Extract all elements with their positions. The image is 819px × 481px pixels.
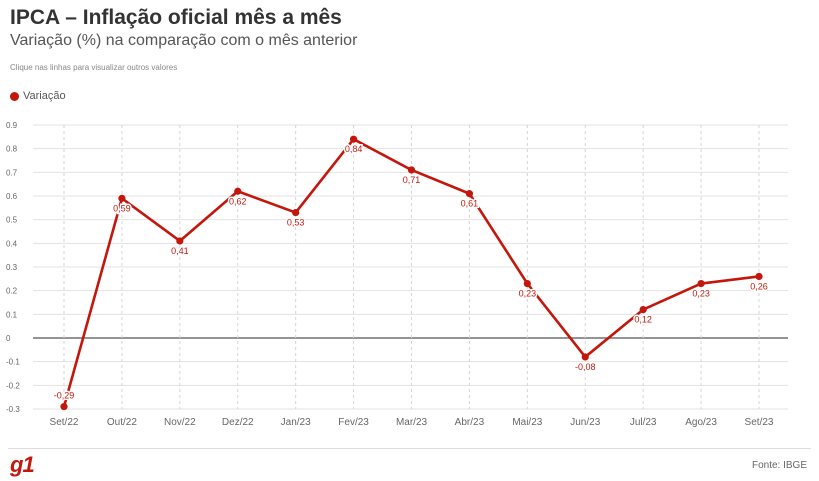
y-tick-label: 0.8 [6,145,18,154]
data-label: 0,23 [519,289,537,299]
data-point[interactable] [523,279,531,288]
data-point[interactable] [639,306,647,314]
legend-label: Variação [23,90,66,102]
x-tick-label: Set/22 [50,417,79,428]
data-point[interactable] [697,279,705,288]
y-tick-label: 0.3 [6,263,18,272]
y-tick-label: 0.9 [6,121,18,130]
y-tick-label: -0.3 [6,405,20,414]
data-label: -0,29 [54,391,75,401]
x-tick-label: Fev/23 [338,417,369,428]
grid-layer [33,124,788,410]
y-tick-label: 0.5 [6,216,18,225]
axis-layer: -0.3 -0.2 -0.1 0 0.1 0.2 0.3 0.4 0.5 0.6 0.7 0.8 0.9… [6,121,774,428]
data-label: 0,53 [287,218,305,228]
data-label: 0,71 [403,175,421,185]
footer-divider [8,448,811,449]
y-tick-label: 0.7 [6,168,18,177]
data-label: 0,61 [461,199,479,209]
y-tick-label: 0.2 [6,287,18,296]
data-point[interactable] [292,208,300,217]
y-tick-label: -0.1 [6,358,20,367]
chart-hint: Clique nas linhas para visualizar outros… [10,63,178,72]
x-tick-label: Nov/22 [164,417,196,428]
data-label: 0,62 [229,196,247,206]
x-tick-label: Out/22 [107,417,137,428]
data-point[interactable] [581,353,589,361]
data-label-layer: -0,29 0,59 0,41 0,62 0,53 0,84 0,71 0,61 0,23 -0,… [52,143,769,402]
y-tick-label: 0.6 [6,192,18,201]
x-tick-label: Dez/22 [222,417,254,428]
x-tick-label: Mai/23 [512,417,542,428]
data-point[interactable] [349,135,358,143]
data-label: 0,26 [750,281,768,291]
data-point[interactable] [755,272,763,281]
legend-marker-icon [10,91,19,101]
source-note: Fonte: IBGE [751,460,807,471]
data-label: 0,84 [345,144,363,154]
data-label: 0,59 [113,203,131,213]
data-point[interactable] [60,403,68,411]
data-label: 0,12 [634,315,652,325]
x-tick-label: Abr/23 [455,417,485,428]
chart-subtitle: Variação (%) na comparação com o mês ant… [10,32,358,49]
x-tick-label: Jan/23 [281,417,311,428]
x-tick-label: Ago/23 [685,417,717,428]
y-tick-label: 0.4 [6,239,18,248]
x-tick-label: Jun/23 [570,417,600,428]
y-tick-label: 0 [6,334,11,343]
series-layer[interactable] [60,135,763,411]
data-point[interactable] [234,187,242,195]
legend-item-variacao[interactable]: Variação [10,90,66,102]
data-label: 0,41 [171,246,189,256]
data-point[interactable] [465,190,474,198]
data-point[interactable] [176,237,184,245]
data-point[interactable] [407,166,416,174]
y-tick-label: -0.2 [6,381,20,390]
x-tick-label: Jul/23 [630,417,657,428]
y-tick-label: 0.1 [6,310,18,319]
data-label: 0,23 [692,289,710,299]
chart-title: IPCA – Inflação oficial mês a mês [10,6,342,29]
data-point[interactable] [118,194,126,202]
x-tick-label: Mar/23 [396,417,428,428]
x-tick-label: Set/23 [745,417,774,428]
g1-logo: g1 [10,452,35,477]
data-label: -0,08 [575,362,596,372]
